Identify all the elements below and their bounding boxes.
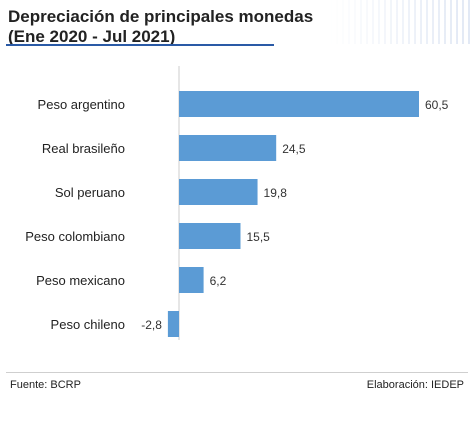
category-label-5: Peso mexicano [36, 273, 125, 288]
value-label-3: 19,8 [264, 186, 288, 200]
category-label-1: Peso argentino [38, 97, 125, 112]
value-label-5: 6,2 [210, 274, 227, 288]
source-note: Fuente: BCRP [10, 379, 81, 391]
chart-title: Depreciación de principales monedas (Ene… [8, 7, 313, 47]
value-label-6: -2,8 [141, 318, 162, 332]
category-label-2: Real brasileño [42, 141, 125, 156]
footer-divider [6, 372, 468, 373]
bar-1 [179, 91, 419, 117]
bar-4 [179, 223, 241, 249]
credit-note: Elaboración: IEDEP [366, 379, 464, 391]
bar-5 [179, 267, 204, 293]
category-label-4: Peso colombiano [25, 229, 125, 244]
bar-chart: Peso argentino 60,5 Real brasileño 24,5 Sol … [25, 66, 449, 340]
value-label-1: 60,5 [425, 98, 449, 112]
chart-title-line2: (Ene 2020 - Jul 2021) [8, 27, 176, 46]
title-underline [6, 44, 274, 46]
bar-3 [179, 179, 258, 205]
decorative-stripes [330, 0, 474, 44]
value-label-4: 15,5 [246, 230, 270, 244]
bar-2 [179, 135, 277, 161]
chart-title-line1: Depreciación de principales monedas [8, 7, 314, 26]
category-label-6: Peso chileno [51, 317, 125, 332]
value-label-2: 24,5 [282, 142, 306, 156]
category-label-3: Sol peruano [55, 185, 125, 200]
bar-6 [167, 311, 179, 337]
